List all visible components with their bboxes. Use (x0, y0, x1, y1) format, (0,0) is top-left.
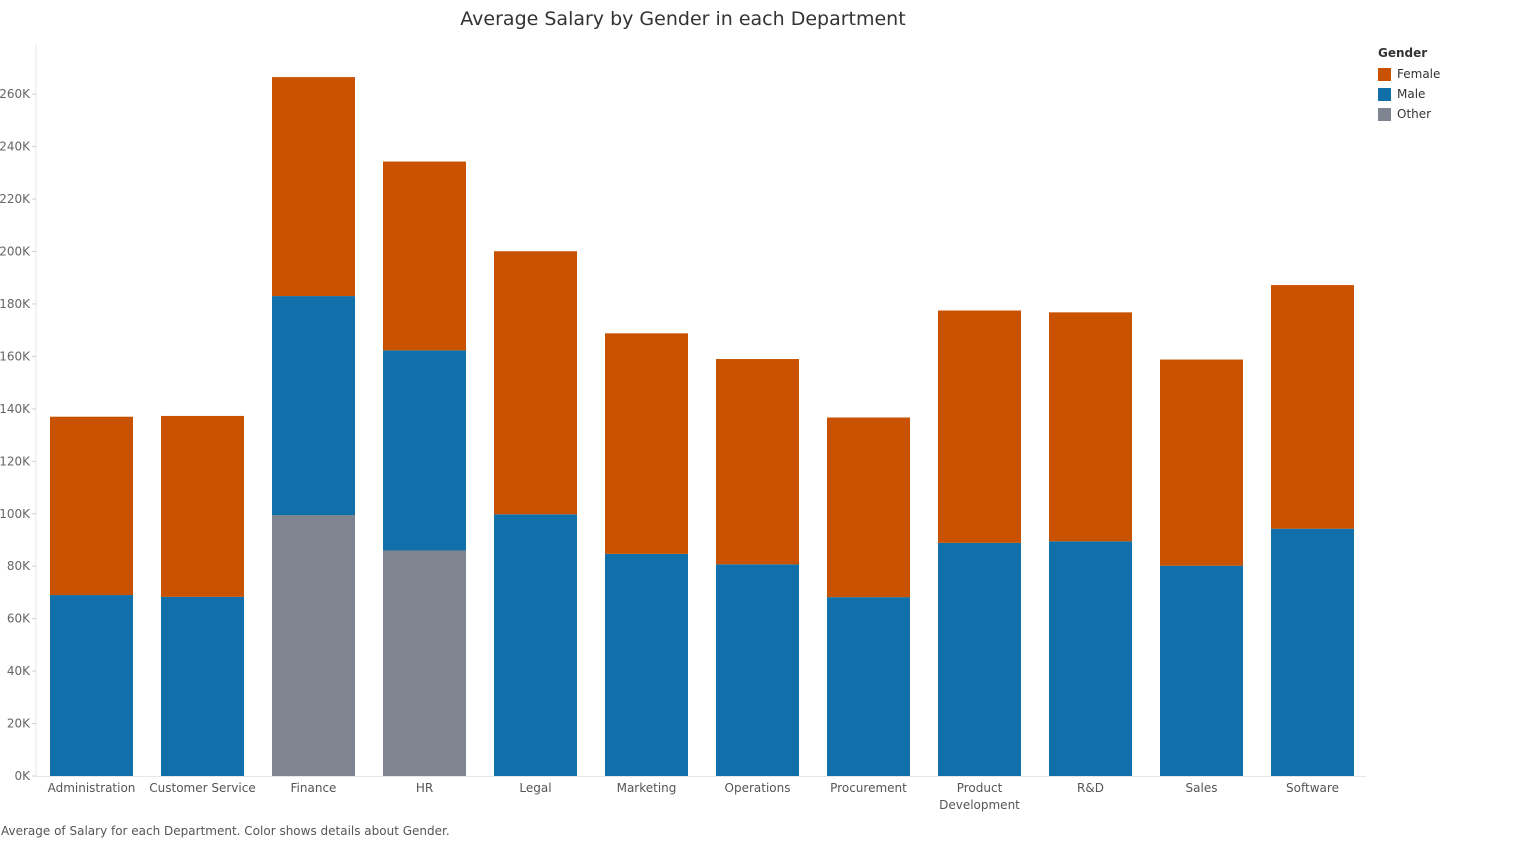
y-tick-label: 0K (14, 769, 31, 783)
x-category-label-line: Sales (1186, 781, 1218, 795)
y-tick-label: 120K (0, 454, 31, 468)
bar-male-hr[interactable] (383, 350, 466, 551)
bar-female-software[interactable] (1271, 285, 1354, 529)
chart-caption: Average of Salary for each Department. C… (1, 824, 450, 838)
x-category-label: Sales (1186, 781, 1218, 795)
legend-title: Gender (1378, 46, 1428, 60)
bar-female-product-development[interactable] (938, 310, 1021, 543)
bar-female-hr[interactable] (383, 161, 466, 351)
x-category-label-line: Customer Service (149, 781, 255, 795)
y-tick-label: 220K (0, 192, 31, 206)
bar-female-legal[interactable] (494, 251, 577, 515)
legend-label-female: Female (1397, 67, 1441, 81)
bar-female-finance[interactable] (272, 77, 355, 297)
x-category-label-line: HR (416, 781, 433, 795)
x-category-label: Product Development (939, 781, 1020, 812)
bar-male-legal[interactable] (494, 514, 577, 776)
y-tick-label: 100K (0, 507, 31, 521)
bar-female-marketing[interactable] (605, 333, 688, 554)
y-tick-label: 80K (7, 559, 31, 573)
legend-label-other: Other (1397, 107, 1432, 121)
x-category-label: R&D (1077, 781, 1104, 795)
bar-male-customer-service[interactable] (161, 596, 244, 776)
bar-male-software[interactable] (1271, 528, 1354, 776)
x-category-label-line: Finance (291, 781, 337, 795)
x-category-label: Marketing (617, 781, 677, 795)
bar-male-product-development[interactable] (938, 542, 1021, 776)
bar-female-operations[interactable] (716, 359, 799, 565)
bar-female-procurement[interactable] (827, 417, 910, 598)
x-category-label: Operations (725, 781, 791, 795)
x-category-label-line: R&D (1077, 781, 1104, 795)
x-category-label-line: Procurement (830, 781, 907, 795)
y-tick-label: 160K (0, 349, 31, 363)
x-category-label-line: Operations (725, 781, 791, 795)
y-tick-label: 200K (0, 245, 31, 259)
x-category-label-line: Software (1286, 781, 1339, 795)
chart-title: Average Salary by Gender in each Departm… (460, 8, 906, 30)
y-tick-label: 40K (7, 664, 31, 678)
bar-male-finance[interactable] (272, 296, 355, 516)
x-category-label: Administration (48, 781, 136, 795)
y-tick-label: 20K (7, 717, 31, 731)
y-tick-label: 140K (0, 402, 31, 416)
bar-female-sales[interactable] (1160, 359, 1243, 566)
legend-item-male[interactable]: Male (1378, 84, 1440, 104)
bar-male-operations[interactable] (716, 564, 799, 776)
bar-male-procurement[interactable] (827, 597, 910, 776)
y-tick-label: 260K (0, 87, 31, 101)
x-category-label: Legal (519, 781, 551, 795)
bar-male-marketing[interactable] (605, 553, 688, 776)
legend-swatch-male (1378, 87, 1391, 101)
x-category-label-line: Administration (48, 781, 136, 795)
bar-female-administration[interactable] (50, 416, 133, 596)
legend-label-male: Male (1397, 87, 1426, 101)
bar-other-hr[interactable] (383, 550, 466, 776)
legend-swatch-other (1378, 107, 1391, 121)
bar-male-r-d[interactable] (1049, 541, 1132, 776)
bar-other-finance[interactable] (272, 515, 355, 776)
x-category-label: Procurement (830, 781, 907, 795)
bar-male-administration[interactable] (50, 595, 133, 776)
y-tick-label: 180K (0, 297, 31, 311)
y-tick-label: 60K (7, 612, 31, 626)
legend: Gender Female Male Other (1378, 46, 1440, 124)
x-category-label-line: Product (957, 781, 1003, 795)
bar-male-sales[interactable] (1160, 565, 1243, 776)
x-category-label: Customer Service (149, 781, 255, 795)
bars-layer (50, 77, 1354, 776)
x-category-label: HR (416, 781, 433, 795)
labels-layer: Administration Customer Service Finance HR L… (48, 781, 1339, 812)
legend-item-other[interactable]: Other (1378, 104, 1440, 124)
x-category-label-line: Marketing (617, 781, 677, 795)
legend-swatch-female (1378, 67, 1391, 81)
bar-female-r-d[interactable] (1049, 312, 1132, 542)
bar-female-customer-service[interactable] (161, 415, 244, 597)
legend-item-female[interactable]: Female (1378, 64, 1440, 84)
axes-layer: 0K 20K 40K 60K 80K 100K 120K 140K 160K 180K 200K 22… (0, 44, 1366, 783)
x-category-label-line: Development (939, 798, 1020, 812)
x-category-label: Software (1286, 781, 1339, 795)
x-category-label-line: Legal (519, 781, 551, 795)
x-category-label: Finance (291, 781, 337, 795)
y-tick-label: 240K (0, 140, 31, 154)
